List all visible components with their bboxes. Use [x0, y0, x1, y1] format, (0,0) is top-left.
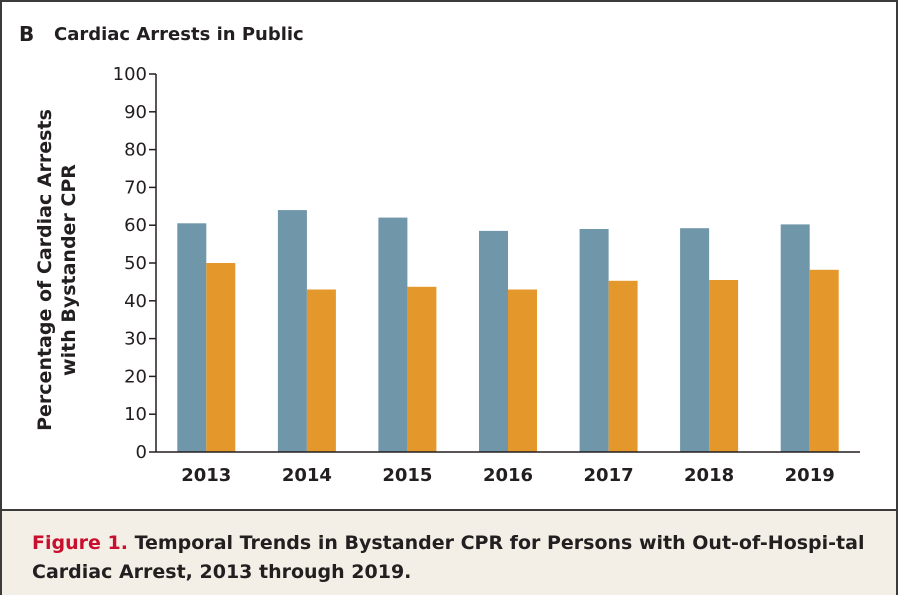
x-tick-label-2015: 2015 — [382, 465, 432, 486]
y-tick-label-40: 40 — [124, 291, 147, 312]
x-tick-label-2018: 2018 — [684, 465, 734, 486]
x-tick-label-2016: 2016 — [483, 465, 533, 486]
bar-series-1-2013 — [177, 223, 207, 452]
figure-caption-text: Temporal Trends in Bystander CPR for Per… — [32, 532, 865, 583]
bar-series-1-2015 — [378, 217, 408, 452]
y-tick-label-30: 30 — [124, 329, 147, 350]
bar-series-2-2015 — [407, 286, 437, 452]
bar-series-2-2019 — [809, 269, 839, 452]
figure-caption: Figure 1. Temporal Trends in Bystander C… — [32, 529, 872, 587]
y-tick-label-100: 100 — [113, 64, 147, 85]
y-ticks-group: 0 10 20 30 40 50 60 70 80 90 100 — [113, 64, 156, 463]
x-tick-label-2013: 2013 — [181, 465, 231, 486]
x-tick-label-2017: 2017 — [584, 465, 634, 486]
bar-series-2-2017 — [608, 280, 638, 452]
x-tick-label-2019: 2019 — [785, 465, 835, 486]
figure-caption-label: Figure 1. — [32, 532, 128, 554]
bar-series-2-2018 — [709, 280, 739, 452]
bar-series-1-2019 — [780, 224, 810, 452]
y-axis-label-line-2: with Bystander CPR — [58, 164, 80, 376]
bars-group — [177, 210, 839, 452]
bar-series-1-2014 — [277, 210, 307, 452]
y-tick-label-60: 60 — [124, 215, 147, 236]
bar-chart: Percentage of Cardiac Arrests with Bysta… — [34, 64, 860, 486]
panel-title: Cardiac Arrests in Public — [54, 24, 304, 45]
y-tick-label-90: 90 — [124, 102, 147, 123]
x-tick-label-2014: 2014 — [282, 465, 332, 486]
caption-box: Figure 1. Temporal Trends in Bystander C… — [2, 509, 896, 595]
bar-series-2-2014 — [306, 289, 336, 452]
y-axis-label: Percentage of Cardiac Arrests with Bysta… — [34, 109, 80, 431]
y-tick-label-70: 70 — [124, 177, 147, 198]
x-ticks-group: 2013 2014 2015 2016 2017 2018 2019 — [181, 465, 835, 486]
bar-series-2-2016 — [508, 289, 537, 452]
bar-series-1-2017 — [579, 229, 609, 452]
y-axis-label-line-1: Percentage of Cardiac Arrests — [34, 109, 56, 431]
panel-letter: B — [19, 22, 35, 46]
y-tick-label-80: 80 — [124, 140, 147, 161]
y-tick-label-50: 50 — [124, 253, 147, 274]
y-tick-label-0: 0 — [136, 442, 147, 463]
y-tick-label-20: 20 — [124, 366, 147, 387]
bar-series-1-2018 — [680, 228, 710, 452]
bar-series-2-2013 — [206, 263, 236, 452]
y-tick-label-10: 10 — [124, 404, 147, 425]
bar-series-1-2016 — [479, 230, 508, 452]
